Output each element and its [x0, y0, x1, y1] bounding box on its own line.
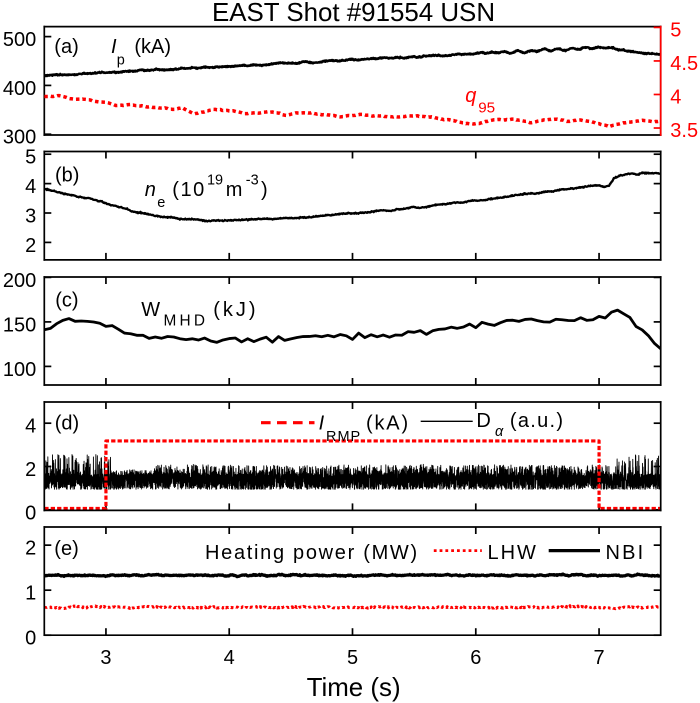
svg-text:400: 400: [3, 78, 36, 100]
svg-text:95: 95: [478, 99, 495, 116]
svg-text:300: 300: [3, 127, 36, 149]
svg-text:100: 100: [3, 359, 36, 381]
svg-text:(kA): (kA): [366, 412, 410, 434]
svg-text:(kJ): (kJ): [213, 299, 258, 321]
svg-text:0: 0: [25, 502, 36, 524]
svg-text:150: 150: [3, 314, 36, 336]
svg-text:6: 6: [470, 647, 481, 669]
svg-text:3.5: 3.5: [670, 120, 698, 142]
svg-text:(e): (e): [54, 538, 78, 560]
svg-text:(c): (c): [55, 290, 78, 312]
svg-text:(a): (a): [54, 36, 78, 58]
svg-text:0: 0: [25, 628, 36, 650]
svg-text:5: 5: [347, 647, 358, 669]
svg-text:7: 7: [593, 647, 604, 669]
svg-text:e: e: [157, 195, 165, 211]
svg-text:4: 4: [670, 86, 681, 108]
svg-text:1: 1: [25, 583, 36, 605]
svg-text:p: p: [117, 52, 125, 68]
svg-text:I: I: [319, 412, 325, 434]
svg-text:(a.u.): (a.u.): [510, 410, 564, 432]
svg-text:(d): (d): [55, 412, 79, 434]
svg-text:LHW: LHW: [488, 542, 538, 564]
svg-text:W: W: [141, 299, 160, 321]
svg-text:4: 4: [25, 416, 36, 438]
svg-text:I: I: [111, 36, 117, 58]
svg-text:NBI: NBI: [605, 542, 645, 564]
svg-text:Heating power (MW): Heating power (MW): [205, 542, 419, 564]
svg-text:3: 3: [25, 206, 36, 228]
svg-text:(b): (b): [55, 164, 79, 186]
svg-text:): ): [261, 179, 268, 201]
svg-text:MHD: MHD: [164, 313, 209, 330]
svg-text:5: 5: [670, 19, 681, 41]
svg-text:5: 5: [25, 147, 36, 169]
svg-text:q: q: [465, 85, 476, 107]
svg-text:4.5: 4.5: [670, 53, 698, 75]
svg-text:D: D: [476, 410, 490, 432]
svg-text:500: 500: [3, 29, 36, 51]
svg-text:(kA): (kA): [134, 36, 171, 58]
svg-text:RMP: RMP: [326, 429, 361, 445]
svg-text:(10: (10: [172, 179, 205, 201]
svg-text:3: 3: [100, 647, 111, 669]
svg-text:Time (s): Time (s): [307, 674, 401, 702]
svg-text:4: 4: [25, 176, 36, 198]
svg-text:2: 2: [25, 459, 36, 481]
svg-text:EAST Shot #91554 USN: EAST Shot #91554 USN: [212, 0, 495, 27]
svg-text:2: 2: [25, 538, 36, 560]
svg-text:m: m: [226, 179, 243, 201]
svg-text:n: n: [145, 179, 156, 201]
svg-text:200: 200: [3, 270, 36, 292]
svg-text:2: 2: [25, 235, 36, 257]
svg-text:19: 19: [207, 172, 223, 188]
svg-text:α: α: [495, 424, 504, 440]
svg-text:4: 4: [224, 647, 235, 669]
svg-text:-3: -3: [246, 172, 259, 188]
